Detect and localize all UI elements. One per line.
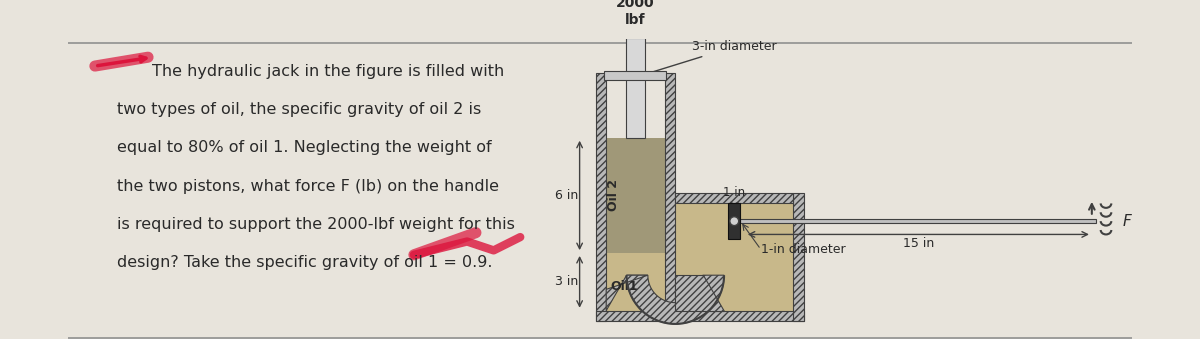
- Text: The hydraulic jack in the figure is filled with: The hydraulic jack in the figure is fill…: [152, 64, 505, 79]
- Text: 3 in: 3 in: [554, 275, 578, 288]
- Text: Oil1: Oil1: [610, 280, 637, 293]
- Polygon shape: [605, 72, 666, 80]
- Text: 1-in diameter: 1-in diameter: [761, 243, 846, 256]
- Polygon shape: [740, 219, 1097, 223]
- Polygon shape: [676, 311, 804, 321]
- Polygon shape: [625, 38, 646, 138]
- Text: the two pistons, what force F (lb) on the handle: the two pistons, what force F (lb) on th…: [118, 179, 499, 194]
- Polygon shape: [606, 275, 648, 311]
- Text: 15 in: 15 in: [902, 237, 934, 250]
- Polygon shape: [728, 203, 740, 239]
- Text: Oil 2: Oil 2: [607, 179, 619, 212]
- Polygon shape: [676, 275, 724, 311]
- Text: design? Take the specific gravity of oil 1 = 0.9.: design? Take the specific gravity of oil…: [118, 255, 492, 270]
- Polygon shape: [606, 253, 665, 311]
- Text: is required to support the 2000-lbf weight for this: is required to support the 2000-lbf weig…: [118, 217, 515, 232]
- Circle shape: [730, 217, 739, 225]
- Text: equal to 80% of oil 1. Neglecting the weight of: equal to 80% of oil 1. Neglecting the we…: [118, 140, 492, 156]
- Polygon shape: [676, 203, 793, 311]
- Text: two types of oil, the specific gravity of oil 2 is: two types of oil, the specific gravity o…: [118, 102, 481, 117]
- Text: 1 in: 1 in: [724, 186, 745, 199]
- Polygon shape: [595, 311, 676, 321]
- Polygon shape: [626, 275, 724, 324]
- Text: 6 in: 6 in: [554, 189, 578, 202]
- Polygon shape: [595, 73, 606, 321]
- Polygon shape: [665, 73, 676, 321]
- Polygon shape: [793, 193, 804, 321]
- Text: 3-in diameter: 3-in diameter: [641, 40, 776, 76]
- Polygon shape: [676, 193, 793, 203]
- Polygon shape: [606, 138, 665, 253]
- Text: F: F: [1123, 214, 1132, 228]
- Polygon shape: [611, 0, 660, 36]
- Text: 2000
lbf: 2000 lbf: [616, 0, 655, 27]
